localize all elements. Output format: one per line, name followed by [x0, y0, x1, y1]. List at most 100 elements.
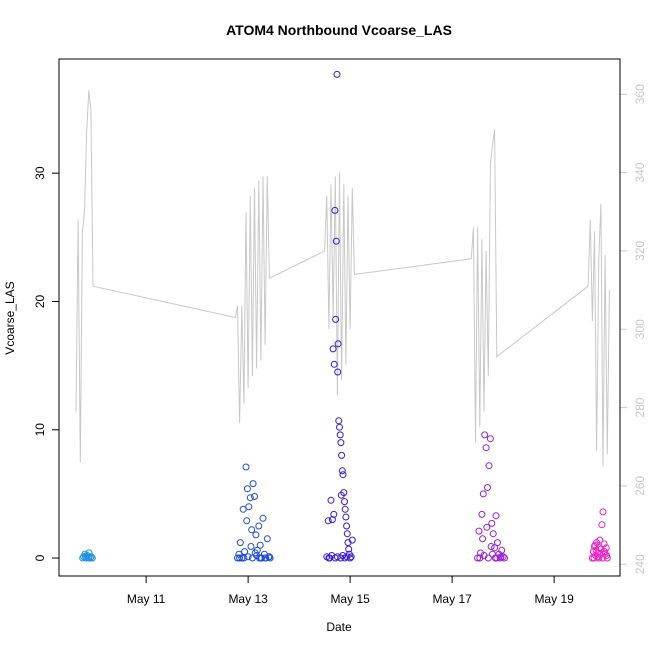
- y2-tick-label: 280: [633, 397, 647, 417]
- data-point-series-3: [338, 467, 346, 475]
- data-point-series-3: [334, 340, 342, 348]
- data-point-series-5: [598, 521, 606, 529]
- data-point-series-2: [247, 543, 255, 550]
- data-point-series-3: [334, 368, 342, 376]
- plot-frame: [58, 58, 621, 577]
- y2-tick-label: 360: [633, 84, 647, 104]
- data-point-series-4: [492, 512, 500, 520]
- scatter-points-layer: [79, 70, 611, 562]
- data-point-series-3: [335, 417, 343, 425]
- data-point-series-2: [238, 554, 246, 562]
- data-point-series-2: [239, 505, 247, 513]
- data-point-series-2: [256, 541, 264, 549]
- data-point-series-2: [240, 554, 248, 562]
- data-point-series-4: [491, 544, 499, 552]
- data-point-series-4: [487, 543, 495, 550]
- data-point-series-2: [246, 494, 254, 502]
- data-point-series-2: [255, 522, 263, 530]
- data-point-series-4: [479, 535, 487, 543]
- data-point-series-4: [489, 530, 497, 538]
- data-point-series-4: [491, 554, 499, 562]
- data-point-series-4: [494, 539, 501, 547]
- data-point-series-4: [479, 490, 487, 498]
- data-point-series-2: [245, 503, 253, 511]
- data-point-series-4: [499, 553, 507, 561]
- data-point-series-5: [590, 554, 598, 562]
- data-point-series-5: [602, 544, 610, 552]
- data-point-series-3: [346, 554, 354, 562]
- y2-tick-label: 240: [633, 554, 647, 574]
- y-tick-label: 20: [33, 294, 47, 308]
- data-point-series-4: [488, 519, 496, 527]
- data-point-series-3: [332, 315, 340, 323]
- data-point-series-3: [337, 439, 345, 447]
- data-point-series-4: [474, 554, 482, 562]
- x-tick-label: May 19: [534, 592, 574, 606]
- data-point-series-2: [248, 526, 256, 534]
- data-point-series-3: [338, 451, 346, 459]
- data-point-series-3: [330, 360, 338, 368]
- data-point-series-4: [486, 435, 494, 443]
- data-point-series-4: [485, 462, 493, 470]
- data-point-series-3: [343, 553, 351, 561]
- data-point-series-3: [328, 516, 336, 524]
- data-point-series-3: [336, 431, 344, 439]
- y-tick-label: 30: [33, 166, 47, 180]
- y-axis-label: Vcoarse_LAS: [3, 281, 17, 354]
- data-point-series-4: [475, 527, 483, 535]
- data-point-series-2: [265, 553, 273, 561]
- data-point-series-4: [482, 444, 490, 452]
- data-point-series-3: [324, 517, 332, 525]
- data-point-series-2: [266, 554, 274, 562]
- data-point-series-5: [600, 540, 608, 548]
- x-tick-label: May 15: [330, 592, 370, 606]
- data-point-series-2: [243, 517, 251, 525]
- data-point-series-3: [336, 423, 343, 431]
- x-tick-label: May 11: [127, 592, 166, 606]
- data-point-series-4: [484, 554, 492, 562]
- data-point-series-3: [327, 496, 335, 504]
- data-point-series-2: [244, 553, 252, 561]
- data-point-series-3: [343, 522, 351, 530]
- data-point-series-3: [341, 498, 348, 506]
- data-point-series-3: [333, 70, 341, 78]
- data-point-series-2: [256, 554, 263, 562]
- data-point-series-2: [251, 493, 258, 500]
- data-point-series-3: [332, 237, 340, 245]
- data-point-series-3: [347, 553, 355, 561]
- data-point-series-3: [345, 545, 353, 553]
- data-point-series-4: [478, 510, 486, 518]
- data-point-series-5: [595, 544, 603, 552]
- data-point-series-2: [236, 554, 244, 562]
- right-axis-series-layer: [75, 90, 610, 467]
- data-point-series-2: [249, 480, 257, 488]
- data-point-series-3: [342, 513, 350, 521]
- data-point-series-2: [259, 514, 267, 522]
- data-point-series-4: [484, 484, 491, 491]
- data-point-series-2: [263, 535, 271, 543]
- data-point-series-5: [599, 508, 607, 516]
- y2-tick-label: 340: [633, 162, 647, 182]
- data-point-series-3: [341, 505, 349, 513]
- y-tick-label: 10: [33, 423, 47, 437]
- y2-tick-label: 260: [633, 476, 647, 496]
- data-point-series-3: [330, 510, 338, 518]
- data-point-series-3: [339, 471, 347, 479]
- data-point-series-2: [243, 485, 251, 493]
- data-point-series-3: [331, 206, 339, 214]
- x-axis-label: Date: [326, 620, 352, 634]
- y2-tick-label: 300: [633, 319, 647, 339]
- data-point-series-2: [251, 549, 259, 557]
- data-point-series-3: [343, 530, 351, 538]
- x-tick-label: May 13: [228, 592, 268, 606]
- data-point-series-2: [236, 539, 244, 547]
- axes-layer: 0 10 20 30 240 260 280 300 320 340 360 May 11 May 13…: [33, 84, 647, 606]
- data-point-series-3: [337, 491, 345, 499]
- data-point-series-2: [242, 463, 250, 471]
- data-point-series-3: [329, 345, 337, 353]
- data-point-series-3: [348, 536, 356, 544]
- y-tick-label: 0: [33, 554, 47, 561]
- data-point-series-4: [483, 523, 491, 531]
- data-point-series-5: [596, 536, 604, 544]
